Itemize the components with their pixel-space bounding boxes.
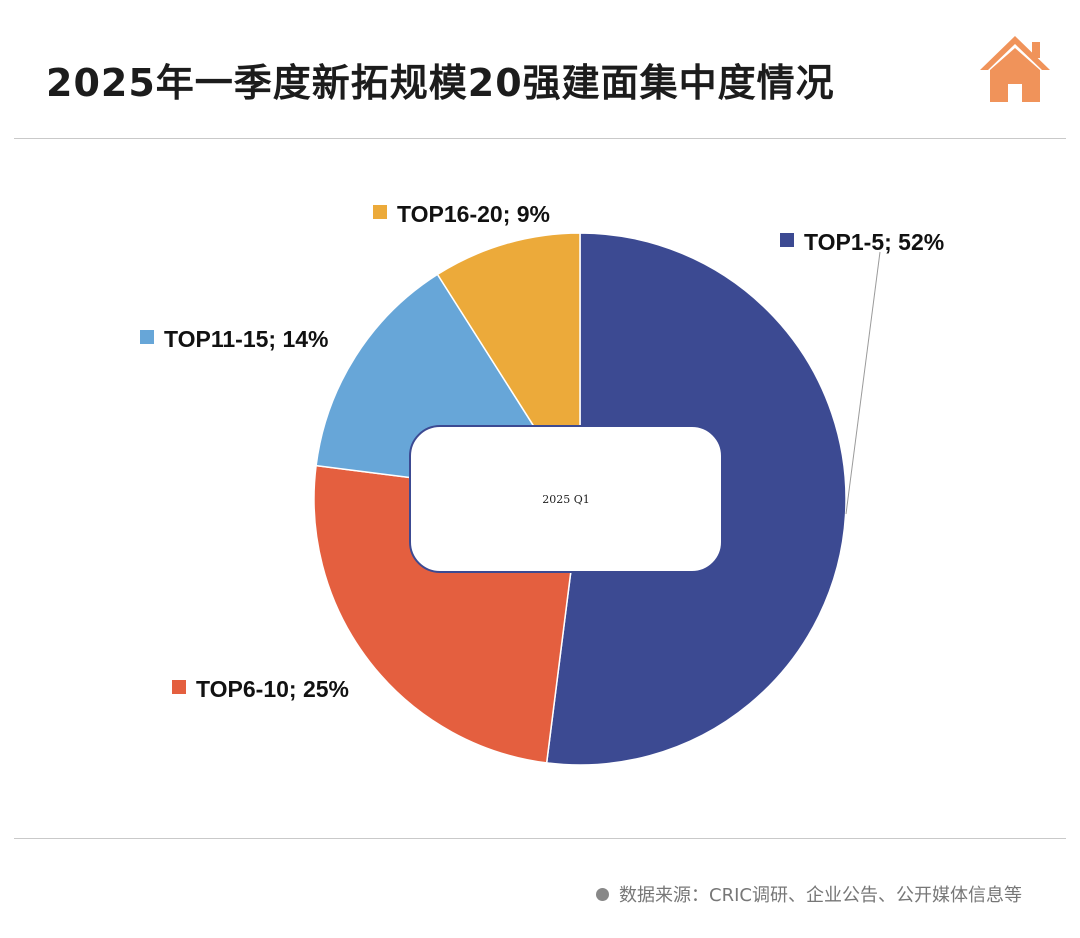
- data-label-top6-10: TOP6-10; 25%: [196, 676, 349, 702]
- label-marker-top11-15: [140, 330, 154, 344]
- label-marker-top6-10: [172, 680, 186, 694]
- center-label: 2025 Q1: [542, 493, 590, 506]
- source-text: 数据来源：CRIC调研、企业公告、公开媒体信息等: [619, 885, 1022, 906]
- bullet-dot-icon: [596, 887, 610, 901]
- bottom-divider: [14, 838, 1066, 839]
- house-chimney: [1032, 42, 1040, 58]
- label-leader-line: [845, 251, 881, 515]
- donut-center-box: [409, 425, 723, 573]
- data-labels: TOP1-5; 52% TOP6-10; 25% TOP11-15; 14% TOP1…: [140, 201, 944, 702]
- data-label-top1-5: TOP1-5; 52%: [804, 229, 944, 255]
- house-icon: [980, 36, 1050, 102]
- data-label-top16-20: TOP16-20; 9%: [397, 201, 550, 227]
- house-door: [1011, 87, 1019, 102]
- donut-chart: TOP1-5; 52% TOP6-10; 25% TOP11-15; 14% TOP1…: [140, 201, 944, 766]
- top-divider: [14, 138, 1066, 139]
- house-roof: [980, 36, 1050, 70]
- label-marker-top1-5: [780, 233, 794, 247]
- label-marker-top16-20: [373, 205, 387, 219]
- house-body: [990, 48, 1040, 102]
- source-note: 数据来源：CRIC调研、企业公告、公开媒体信息等: [596, 881, 1022, 907]
- data-label-top11-15: TOP11-15; 14%: [164, 326, 329, 352]
- page-title: 2025年一季度新拓规模20强建面集中度情况: [46, 61, 835, 105]
